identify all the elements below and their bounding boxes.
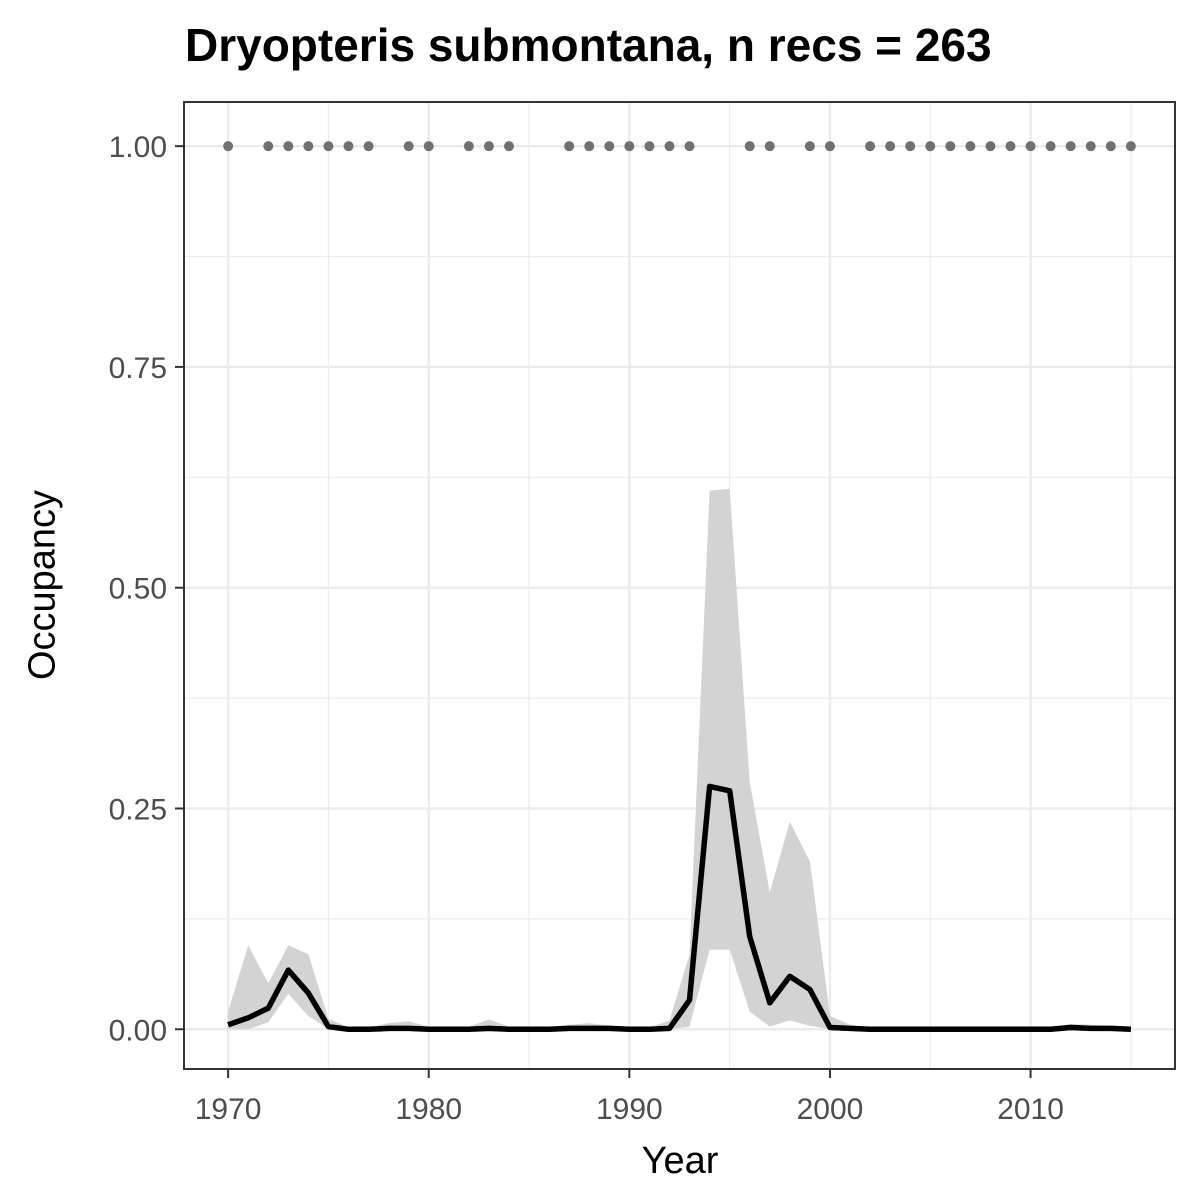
- record-point: [403, 141, 414, 152]
- record-point: [965, 141, 976, 152]
- record-point: [503, 141, 514, 152]
- record-point: [925, 141, 936, 152]
- y-tick-label: 1.00: [109, 131, 167, 164]
- record-point: [283, 141, 294, 152]
- record-point: [764, 141, 775, 152]
- y-axis-label: Occupancy: [21, 489, 64, 681]
- record-point: [564, 141, 575, 152]
- record-point: [423, 141, 434, 152]
- record-point: [584, 141, 595, 152]
- x-tick-label: 2010: [997, 1093, 1064, 1126]
- record-point: [1085, 141, 1096, 152]
- panel-border: [183, 101, 1176, 1070]
- y-tick-label: 0.75: [109, 352, 167, 385]
- record-point: [644, 141, 655, 152]
- record-point: [865, 141, 876, 152]
- chart-title: Dryopteris submontana, n recs = 263: [185, 19, 992, 71]
- y-tick-label: 0.00: [109, 1014, 167, 1047]
- record-point: [824, 141, 835, 152]
- record-point: [985, 141, 996, 152]
- record-point: [463, 141, 474, 152]
- record-point: [343, 141, 354, 152]
- confidence-ribbon-layer: [228, 488, 1131, 1030]
- record-point: [744, 141, 755, 152]
- record-point: [1045, 141, 1056, 152]
- occupancy-line: [227, 783, 1132, 1033]
- grid-minor: [184, 102, 1175, 1069]
- record-point: [483, 141, 494, 152]
- record-point: [1025, 141, 1036, 152]
- record-point: [804, 141, 815, 152]
- x-tick-label: 1990: [596, 1093, 663, 1126]
- y-axis: 0.00 0.25 0.50 0.75 1.00: [109, 131, 184, 1047]
- record-point: [885, 141, 896, 152]
- x-axis: 1970 1980 1990 2000 2010: [195, 1069, 1064, 1126]
- record-point: [1005, 141, 1016, 152]
- x-axis-label: Year: [641, 1140, 719, 1182]
- confidence-ribbon: [228, 488, 1131, 1030]
- record-point: [684, 141, 695, 152]
- y-tick-label: 0.25: [109, 793, 167, 826]
- record-point: [223, 141, 234, 152]
- record-point: [1105, 141, 1116, 152]
- x-tick-label: 1980: [395, 1093, 462, 1126]
- y-tick-label: 0.50: [109, 573, 167, 606]
- record-point: [664, 141, 675, 152]
- x-tick-label: 1970: [195, 1093, 262, 1126]
- record-points-layer: [223, 141, 1136, 152]
- record-point: [303, 141, 314, 152]
- record-point: [323, 141, 334, 152]
- record-point: [1065, 141, 1076, 152]
- record-point: [624, 141, 635, 152]
- record-point: [945, 141, 956, 152]
- record-point: [1125, 141, 1136, 152]
- x-tick-label: 2000: [797, 1093, 864, 1126]
- record-point: [604, 141, 615, 152]
- grid-major: [184, 102, 1175, 1069]
- record-point: [905, 141, 916, 152]
- record-point: [263, 141, 274, 152]
- occupancy-line-layer: [227, 783, 1132, 1033]
- record-point: [363, 141, 374, 152]
